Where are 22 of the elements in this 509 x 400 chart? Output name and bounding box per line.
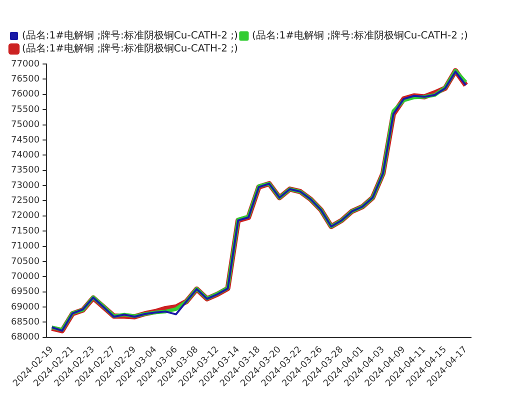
legend-label: (品名:1#电解铜 ;牌号:标准阴极铜Cu-CATH-2 ;) bbox=[22, 42, 238, 55]
y-tick-label: 68500 bbox=[10, 318, 40, 328]
y-tick-label: 74000 bbox=[10, 150, 40, 160]
y-tick-label: 73500 bbox=[10, 166, 40, 176]
y-tick-label: 70000 bbox=[10, 272, 40, 282]
y-tick-label: 75500 bbox=[10, 104, 40, 115]
y-tick-label: 75000 bbox=[10, 120, 40, 130]
y-tick-label: 69000 bbox=[10, 302, 40, 312]
y-tick-label: 76500 bbox=[10, 74, 40, 85]
y-tick-label: 68000 bbox=[10, 332, 40, 343]
y-tick-label: 72500 bbox=[10, 196, 40, 206]
y-tick-label: 69500 bbox=[10, 287, 40, 298]
y-tick-label: 77000 bbox=[10, 59, 40, 70]
y-tick-label: 76000 bbox=[10, 90, 40, 100]
legend-label: (品名:1#电解铜 ;牌号:标准阴极铜Cu-CATH-2 ;) bbox=[22, 30, 238, 42]
y-tick-label: 73000 bbox=[10, 180, 40, 191]
y-tick-label: 74500 bbox=[10, 135, 40, 146]
legend-label: (品名:1#电解铜 ;牌号:标准阴极铜Cu-CATH-2 ;) bbox=[252, 30, 468, 42]
y-tick-label: 71000 bbox=[10, 242, 40, 252]
y-tick-label: 70500 bbox=[10, 256, 40, 267]
y-tick-label: 71500 bbox=[10, 226, 40, 236]
y-tick-label: 72000 bbox=[10, 211, 40, 222]
